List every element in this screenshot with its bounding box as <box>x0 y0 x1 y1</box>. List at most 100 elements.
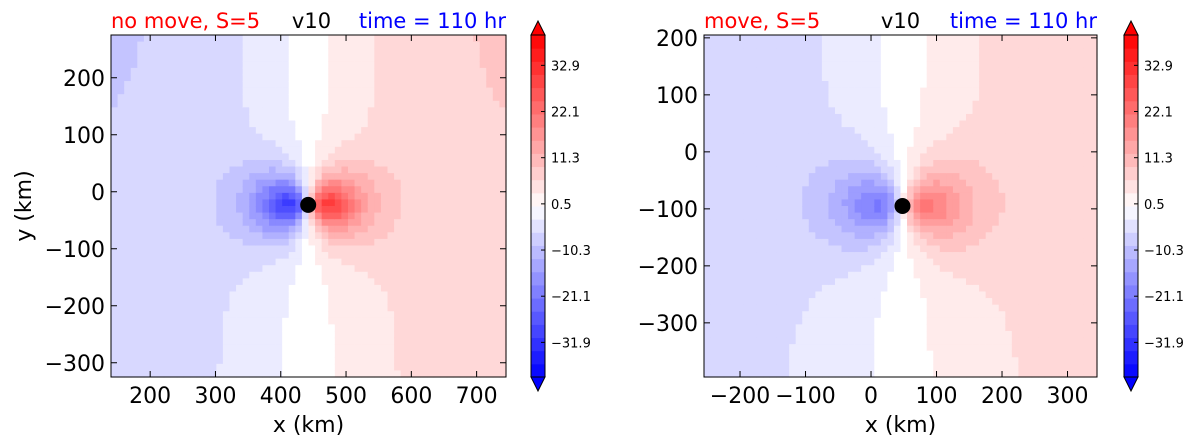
heatmap-cell <box>900 48 908 56</box>
heatmap-cell <box>170 41 178 49</box>
heatmap-cell <box>183 324 191 332</box>
heatmap-cell <box>334 87 343 95</box>
heatmap-cell <box>236 298 244 306</box>
heatmap-cell <box>400 357 408 365</box>
heatmap-cell <box>255 74 264 82</box>
heatmap-cell <box>459 127 468 135</box>
heatmap-cell <box>704 94 712 102</box>
heatmap-cell <box>762 100 771 108</box>
heatmap-cell <box>815 166 823 174</box>
heatmap-cell <box>222 311 231 319</box>
heatmap-cell <box>867 284 875 293</box>
heatmap-cell <box>222 298 231 306</box>
heatmap-cell <box>354 245 362 253</box>
colorbar-band <box>531 219 545 233</box>
heatmap-cell <box>137 54 145 62</box>
heatmap-cell <box>170 344 178 352</box>
heatmap-cell <box>209 179 217 187</box>
heatmap-cell <box>334 212 343 220</box>
heatmap-cell <box>821 199 830 207</box>
heatmap-cell <box>255 271 264 279</box>
heatmap-cell <box>321 324 329 332</box>
heatmap-cell <box>374 357 382 365</box>
heatmap-cell <box>150 245 158 253</box>
heatmap-cell <box>341 133 349 141</box>
heatmap-cell <box>407 113 415 122</box>
heatmap-cell <box>354 140 362 148</box>
heatmap-cell <box>216 284 224 293</box>
heatmap-cell <box>769 35 777 43</box>
heatmap-cell <box>466 311 474 319</box>
heatmap-cell <box>242 278 250 286</box>
heatmap-cell <box>776 232 784 240</box>
heatmap-cell <box>446 311 454 319</box>
heatmap-cell <box>900 265 908 273</box>
heatmap-cell <box>394 271 402 279</box>
heatmap-cell <box>143 179 152 187</box>
heatmap-cell <box>255 265 264 273</box>
heatmap-cell <box>308 48 316 56</box>
heatmap-cell <box>743 179 751 187</box>
heatmap-cell <box>413 120 422 128</box>
heatmap-cell <box>835 41 843 49</box>
heatmap-cell <box>190 363 198 372</box>
heatmap-cell <box>795 298 803 306</box>
heatmap-cell <box>486 120 494 128</box>
heatmap-cell <box>249 166 257 174</box>
heatmap-cell <box>111 67 119 76</box>
heatmap-cell <box>196 61 204 69</box>
heatmap-cell <box>407 186 415 194</box>
heatmap-cell <box>920 94 928 102</box>
heatmap-cell <box>137 41 145 49</box>
heatmap-cell <box>769 337 777 345</box>
heatmap-cell <box>808 186 816 194</box>
heatmap-cell <box>433 127 441 135</box>
heatmap-cell <box>176 311 185 319</box>
heatmap-cell <box>420 87 428 95</box>
heatmap-cell <box>282 113 290 122</box>
heatmap-cell <box>216 337 224 345</box>
heatmap-cell <box>446 304 454 312</box>
heatmap-cell <box>486 159 494 168</box>
heatmap-cell <box>380 146 389 154</box>
heatmap-cell <box>835 350 843 358</box>
heatmap-cell <box>815 107 823 115</box>
heatmap-cell <box>736 311 744 319</box>
heatmap-cell <box>907 113 915 122</box>
heatmap-cell <box>262 311 270 319</box>
heatmap-cell <box>394 41 402 49</box>
heatmap-cell <box>203 35 211 43</box>
heatmap-cell <box>236 192 244 201</box>
heatmap-cell <box>216 81 224 89</box>
heatmap-cell <box>887 100 895 108</box>
heatmap-cell <box>255 54 264 62</box>
heatmap-cell <box>203 324 211 332</box>
heatmap-cell <box>723 363 731 372</box>
heatmap-cell <box>828 146 836 154</box>
heatmap-cell <box>400 265 408 273</box>
heatmap-cell <box>440 337 448 345</box>
heatmap-cell <box>723 41 731 49</box>
heatmap-cell <box>341 113 349 122</box>
heatmap-cell <box>854 133 862 141</box>
colorbar-band <box>531 337 545 352</box>
heatmap-cell <box>374 284 382 293</box>
heatmap-cell <box>867 258 875 266</box>
heatmap-cell <box>190 357 198 365</box>
heatmap-cell <box>920 153 928 161</box>
heatmap-cell <box>301 61 310 69</box>
heatmap-cell <box>756 120 764 128</box>
heatmap-cell <box>354 173 362 181</box>
heatmap-cell <box>130 41 138 49</box>
heatmap-cell <box>749 258 757 266</box>
heatmap-cell <box>269 291 277 299</box>
heatmap-cell <box>196 107 204 115</box>
heatmap-cell <box>341 350 349 358</box>
heatmap-cell <box>374 304 382 312</box>
heatmap-cell <box>137 212 145 220</box>
heatmap-cell <box>328 330 336 339</box>
heatmap-cell <box>262 212 270 220</box>
heatmap-cell <box>479 199 487 207</box>
heatmap-cell <box>295 232 303 240</box>
heatmap-cell <box>893 225 902 233</box>
